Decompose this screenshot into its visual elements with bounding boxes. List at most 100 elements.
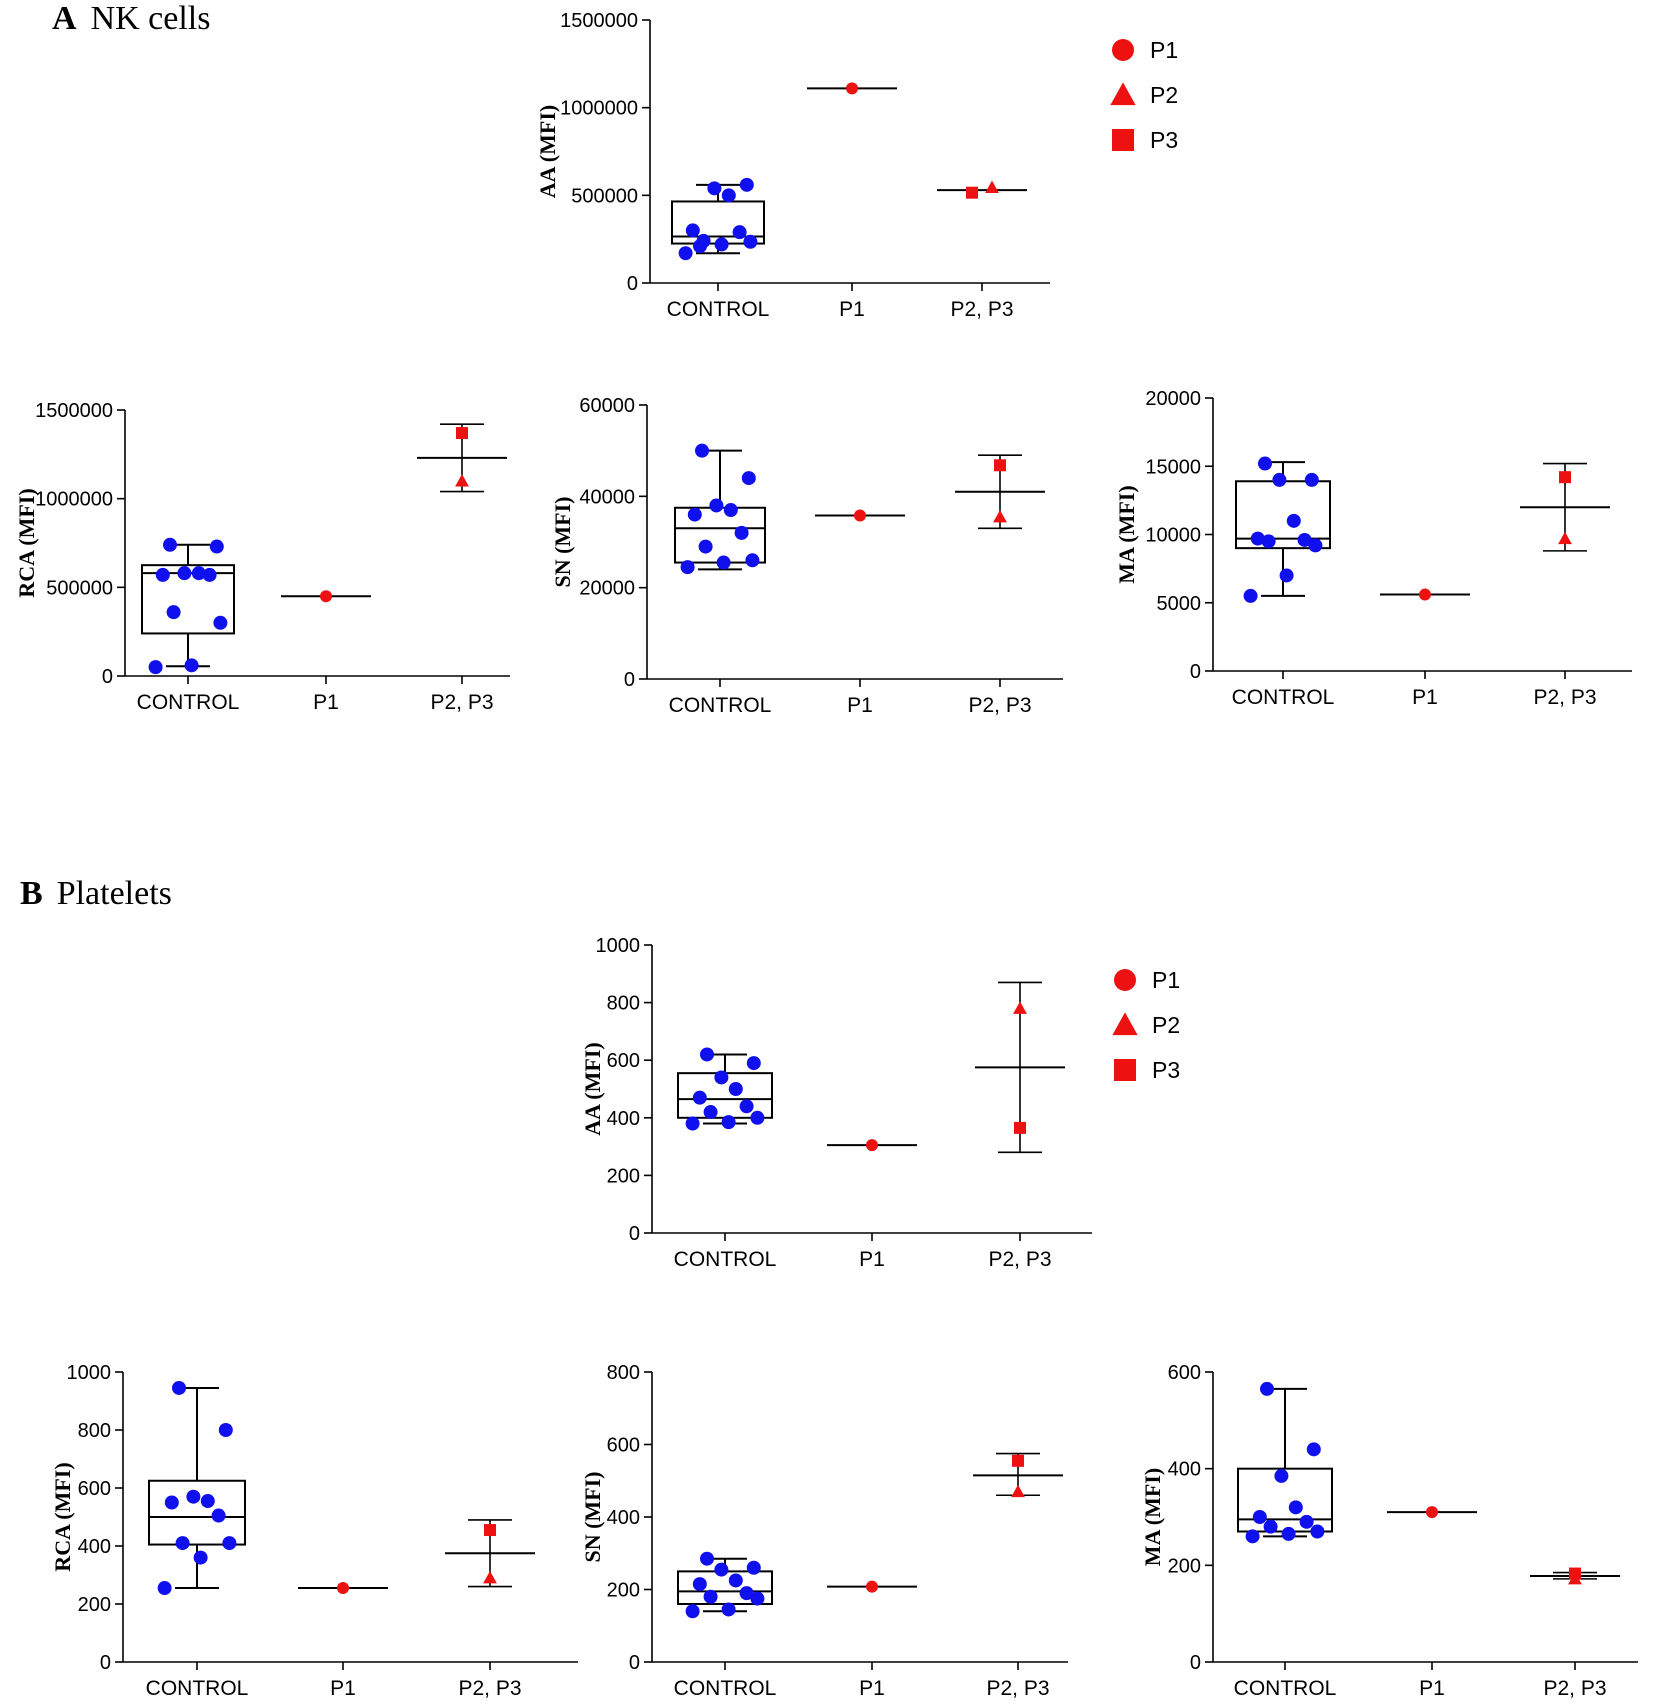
panel-a-header: A NK cells xyxy=(52,0,210,37)
panel-a-title: NK cells xyxy=(91,0,211,37)
control-point xyxy=(200,1494,215,1509)
category-label: P1 xyxy=(859,1677,885,1700)
y-tick-label: 1000000 xyxy=(35,489,113,511)
control-point xyxy=(213,615,228,630)
control-point xyxy=(739,177,754,192)
chart-nk-aa: 0 500000 1000000 1500000 CONTROL P1 P2, P3 AA (… xyxy=(535,10,1050,321)
control-point xyxy=(746,1056,761,1071)
control-point xyxy=(746,1560,761,1575)
control-point xyxy=(680,560,695,575)
control-point xyxy=(209,539,224,554)
control-point xyxy=(1279,568,1294,583)
control-point xyxy=(184,658,199,673)
y-tick-label: 1500000 xyxy=(35,400,113,422)
p3-point xyxy=(994,459,1006,472)
chart-plt-aa: 0 200 400 600 800 1000 CONTROL P1 P2, P3 AA (MFI) xyxy=(580,935,1092,1271)
legend-label: P1 xyxy=(1152,967,1180,993)
control-point xyxy=(1243,588,1258,603)
legend-label: P2 xyxy=(1150,82,1178,108)
chart-plt-ma: 0 200 400 600 CONTROL P1 P2, P3 MA (MFI) xyxy=(1140,1362,1638,1700)
chart-nk-rca: 0 500000 1000000 1500000 CONTROL P1 P2, P3 RCA … xyxy=(14,400,510,714)
y-tick-label: 0 xyxy=(1190,661,1201,683)
control-point xyxy=(222,1536,237,1551)
y-tick-label: 800 xyxy=(607,1362,640,1384)
legend-label: P2 xyxy=(1152,1012,1180,1038)
category-label: CONTROL xyxy=(669,694,772,717)
control-point xyxy=(709,498,724,513)
control-point xyxy=(678,246,693,261)
category-label: P2, P3 xyxy=(950,298,1013,321)
control-point xyxy=(741,471,756,486)
control-point xyxy=(714,1562,729,1577)
control-point xyxy=(1308,538,1323,553)
y-tick-label: 500000 xyxy=(46,577,113,599)
y-tick-label: 0 xyxy=(1190,1652,1201,1674)
p2-point xyxy=(1013,1001,1027,1014)
y-axis-label: MA (MFI) xyxy=(1114,485,1139,583)
control-point xyxy=(721,188,736,203)
control-point xyxy=(157,1581,172,1596)
control-point xyxy=(714,1070,729,1085)
y-tick-label: 600 xyxy=(1168,1362,1201,1384)
control-point xyxy=(1297,532,1312,547)
y-tick-label: 200 xyxy=(78,1594,111,1616)
y-axis-label: AA (MFI) xyxy=(580,1042,605,1135)
y-tick-label: 600 xyxy=(607,1050,640,1072)
p1-point xyxy=(854,509,866,522)
p1-point xyxy=(846,82,858,95)
panel-a-letter: A xyxy=(52,0,77,37)
y-tick-label: 800 xyxy=(78,1420,111,1442)
p3-point xyxy=(484,1524,496,1537)
control-point xyxy=(685,1116,700,1131)
control-point xyxy=(743,234,758,249)
y-tick-label: 0 xyxy=(627,273,638,295)
p2-point xyxy=(1011,1484,1025,1498)
control-point xyxy=(703,1589,718,1604)
control-point xyxy=(1252,1510,1267,1524)
control-point xyxy=(692,1090,707,1105)
control-point xyxy=(700,1551,714,1566)
y-tick-label: 1500000 xyxy=(560,10,638,32)
chart-plt-sn: 0 200 400 600 800 CONTROL P1 P2, P3 SN (MFI) xyxy=(580,1362,1068,1700)
control-point xyxy=(695,443,709,458)
category-label: P1 xyxy=(313,691,339,714)
panel-b-title: Platelets xyxy=(57,875,172,912)
p2-point xyxy=(985,180,999,193)
control-point xyxy=(186,1489,201,1504)
control-point xyxy=(1286,513,1301,528)
control-point xyxy=(148,660,163,675)
y-tick-label: 0 xyxy=(624,669,635,691)
legend-label: P3 xyxy=(1152,1057,1180,1083)
control-point xyxy=(191,566,206,581)
control-point xyxy=(163,537,177,552)
p3-point xyxy=(456,427,468,440)
p2-point xyxy=(483,1571,497,1584)
control-point xyxy=(164,1495,179,1510)
category-label: CONTROL xyxy=(137,691,240,714)
control-point xyxy=(1310,1524,1325,1539)
y-axis-label: MA (MFI) xyxy=(1140,1468,1165,1566)
category-label: P2, P3 xyxy=(1543,1677,1606,1700)
y-axis-label: RCA (MFI) xyxy=(50,1462,75,1571)
y-tick-label: 1000 xyxy=(67,1362,112,1384)
y-tick-label: 20000 xyxy=(579,578,635,600)
control-point xyxy=(1245,1529,1260,1544)
y-tick-label: 0 xyxy=(629,1652,640,1674)
p1-point xyxy=(337,1582,349,1595)
legend-panel-a: P1 P2 P3 xyxy=(1110,37,1178,153)
category-label: P2, P3 xyxy=(430,691,493,714)
control-point xyxy=(1258,456,1272,471)
p1-point xyxy=(1419,588,1431,601)
category-label: CONTROL xyxy=(674,1677,777,1700)
control-point xyxy=(703,1105,718,1120)
control-point xyxy=(750,1110,765,1125)
y-tick-label: 1000 xyxy=(596,935,641,957)
control-box xyxy=(141,564,235,635)
p2-point xyxy=(1558,531,1572,545)
legend-marker-triangle xyxy=(1110,82,1136,106)
control-point xyxy=(732,225,747,240)
y-axis-label: AA (MFI) xyxy=(535,105,560,198)
control-point xyxy=(734,525,749,540)
y-tick-label: 200 xyxy=(1168,1555,1201,1577)
